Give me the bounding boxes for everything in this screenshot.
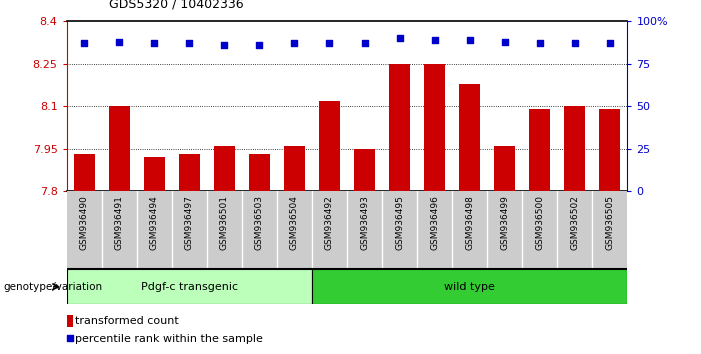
Point — [604, 40, 615, 46]
Bar — [214, 146, 235, 191]
Text: GSM936490: GSM936490 — [80, 195, 88, 250]
Text: GSM936497: GSM936497 — [185, 195, 193, 250]
Text: Pdgf-c transgenic: Pdgf-c transgenic — [141, 282, 238, 292]
Text: GSM936501: GSM936501 — [220, 195, 229, 250]
Point — [394, 35, 405, 41]
Text: GSM936498: GSM936498 — [465, 195, 474, 250]
Point — [149, 40, 160, 46]
Text: GSM936492: GSM936492 — [325, 195, 334, 250]
Bar — [494, 146, 515, 191]
Bar — [312, 269, 627, 304]
Bar — [67, 269, 312, 304]
Text: percentile rank within the sample: percentile rank within the sample — [75, 334, 263, 344]
Bar — [144, 157, 165, 191]
Text: GSM936493: GSM936493 — [360, 195, 369, 250]
Bar — [74, 154, 95, 191]
Point — [534, 40, 545, 46]
Bar — [179, 154, 200, 191]
Text: GSM936494: GSM936494 — [150, 195, 158, 250]
Bar — [284, 146, 305, 191]
Point — [499, 39, 510, 45]
Bar — [599, 109, 620, 191]
Point — [79, 40, 90, 46]
Text: GSM936502: GSM936502 — [571, 195, 579, 250]
Text: GSM936503: GSM936503 — [255, 195, 264, 250]
Point — [429, 37, 440, 43]
Bar — [389, 64, 410, 191]
Bar — [529, 109, 550, 191]
Bar — [459, 84, 480, 191]
Bar — [319, 101, 340, 191]
Bar — [109, 106, 130, 191]
Text: GSM936496: GSM936496 — [430, 195, 439, 250]
Point — [219, 42, 230, 48]
Point — [114, 39, 125, 45]
Text: GSM936500: GSM936500 — [536, 195, 544, 250]
Point — [289, 40, 300, 46]
Bar — [354, 149, 375, 191]
Text: genotype/variation: genotype/variation — [4, 282, 102, 292]
Bar — [424, 64, 445, 191]
Point — [464, 37, 475, 43]
Bar — [249, 154, 270, 191]
Text: GSM936505: GSM936505 — [606, 195, 614, 250]
Text: transformed count: transformed count — [75, 316, 179, 326]
Text: wild type: wild type — [444, 282, 495, 292]
Point — [184, 40, 195, 46]
Text: GSM936495: GSM936495 — [395, 195, 404, 250]
Text: GSM936504: GSM936504 — [290, 195, 299, 250]
Text: GSM936491: GSM936491 — [115, 195, 123, 250]
Point — [359, 40, 370, 46]
Bar — [564, 106, 585, 191]
Point — [569, 40, 580, 46]
Text: GSM936499: GSM936499 — [501, 195, 509, 250]
Text: GDS5320 / 10402336: GDS5320 / 10402336 — [109, 0, 243, 11]
Point — [254, 42, 265, 48]
Point — [324, 40, 335, 46]
Bar — [67, 315, 73, 327]
